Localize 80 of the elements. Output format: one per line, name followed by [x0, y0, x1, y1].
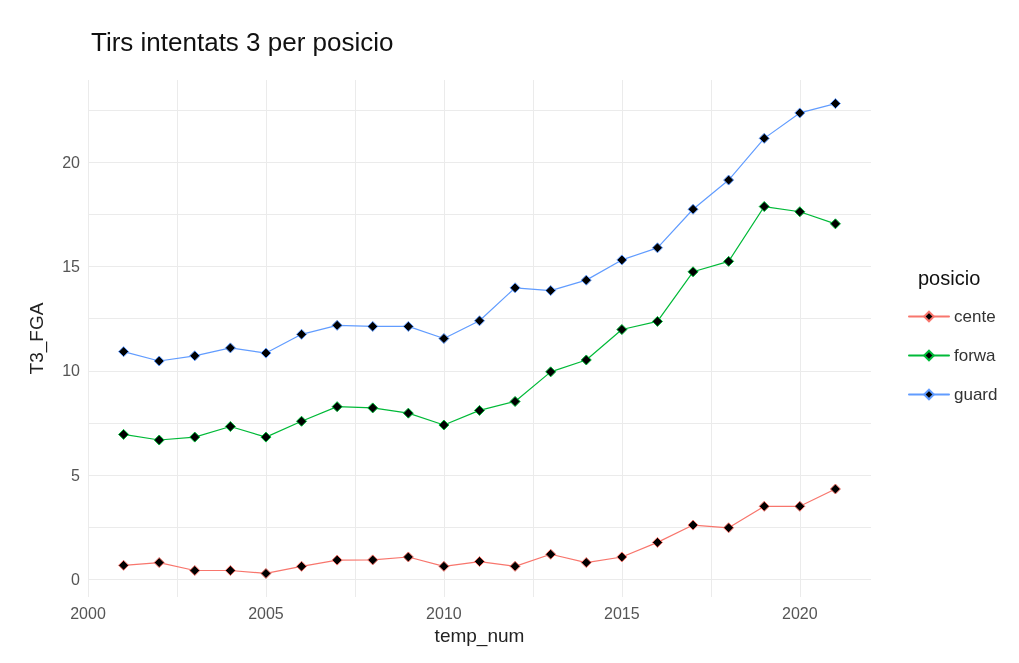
point — [296, 415, 308, 427]
point — [402, 551, 414, 563]
point — [794, 500, 806, 512]
point — [794, 107, 806, 119]
legend-label: forwa — [954, 346, 997, 365]
point — [723, 522, 735, 534]
point — [723, 255, 735, 267]
point — [758, 500, 770, 512]
point — [224, 420, 236, 432]
legend-title: posicio — [918, 267, 981, 289]
point — [331, 401, 343, 413]
point — [687, 266, 699, 278]
point — [367, 554, 379, 566]
point — [687, 203, 699, 215]
point — [651, 242, 663, 254]
legend-label: guard — [954, 385, 998, 404]
point — [118, 346, 130, 358]
point — [687, 519, 699, 531]
legend-label: cente — [954, 307, 996, 326]
point — [616, 551, 628, 563]
point — [296, 328, 308, 340]
point — [153, 434, 165, 446]
point — [651, 315, 663, 327]
point — [153, 355, 165, 367]
point — [118, 559, 130, 571]
point — [829, 218, 841, 230]
point — [260, 431, 272, 443]
point — [545, 285, 557, 297]
point — [474, 315, 485, 327]
x-tick-label: 2020 — [782, 604, 818, 622]
point — [758, 132, 770, 144]
point — [829, 483, 841, 495]
point — [224, 565, 236, 577]
point — [438, 419, 450, 431]
point — [402, 407, 414, 419]
point — [260, 347, 272, 359]
point — [331, 319, 343, 331]
y-tick-label: 20 — [62, 153, 81, 171]
point — [260, 567, 272, 579]
point — [296, 560, 308, 572]
point — [367, 320, 379, 332]
point — [794, 206, 806, 218]
point — [189, 350, 201, 362]
point — [758, 201, 770, 213]
x-tick-label: 2010 — [426, 604, 462, 622]
point — [189, 565, 201, 577]
chart-title: Tirs intentats 3 per posicio — [91, 27, 394, 57]
x-tick-label: 2005 — [248, 604, 284, 622]
point — [438, 560, 450, 572]
y-tick-label: 10 — [62, 362, 81, 380]
point — [651, 536, 663, 548]
point — [545, 366, 557, 378]
y-axis-title: T3_FGA — [26, 302, 48, 375]
point — [829, 98, 841, 110]
x-tick-label: 2015 — [604, 604, 640, 622]
point — [402, 320, 414, 332]
point — [224, 342, 236, 354]
point — [438, 333, 450, 344]
point — [474, 556, 485, 568]
point — [580, 557, 592, 569]
point — [580, 354, 592, 366]
point — [331, 554, 343, 566]
y-tick-label: 0 — [71, 570, 81, 588]
point — [616, 254, 628, 266]
point — [153, 557, 165, 569]
x-tick-label: 2000 — [70, 604, 106, 622]
point — [545, 548, 557, 560]
y-tick-label: 5 — [71, 466, 81, 484]
point — [580, 274, 592, 286]
point — [723, 174, 735, 186]
y-tick-label: 15 — [62, 258, 81, 276]
point — [509, 282, 521, 294]
point — [616, 324, 628, 336]
point — [509, 395, 521, 407]
point — [189, 431, 201, 443]
x-axis-title: temp_num — [434, 624, 525, 647]
point — [367, 402, 379, 414]
point — [118, 428, 130, 440]
point — [509, 560, 521, 572]
point — [474, 404, 485, 416]
